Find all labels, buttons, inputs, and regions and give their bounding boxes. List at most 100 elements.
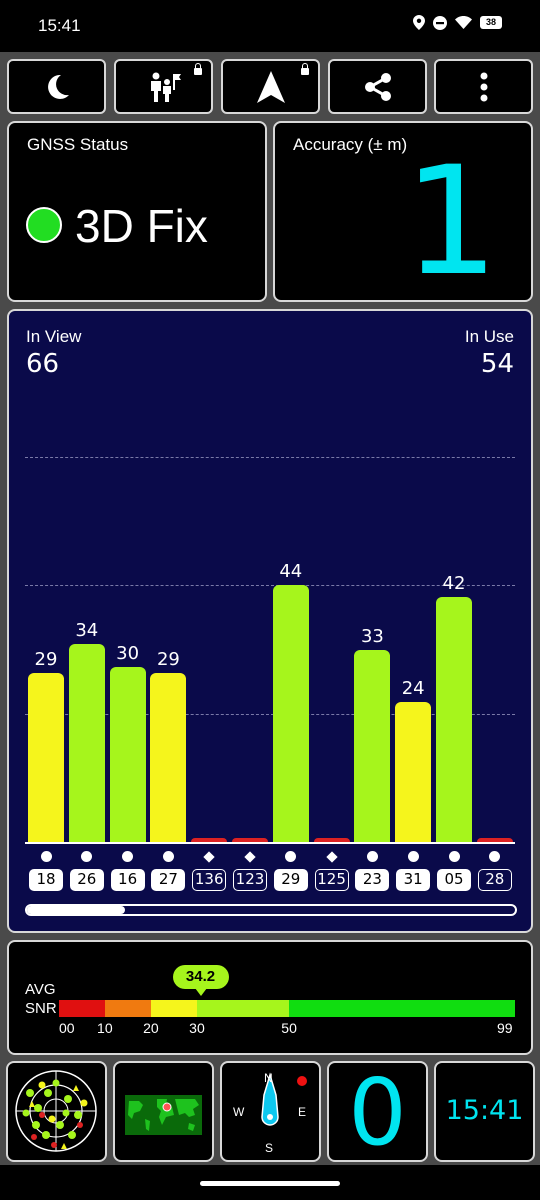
avg-snr-marker: 34.2 bbox=[172, 965, 229, 989]
snr-scale-segment bbox=[197, 1000, 290, 1017]
compass-button[interactable]: N S E W bbox=[220, 1061, 321, 1162]
bar-value-label: 29 bbox=[34, 648, 58, 670]
in-use-label: In Use bbox=[464, 327, 514, 346]
snr-scale-segment bbox=[289, 1000, 515, 1017]
compass-n-label: N bbox=[264, 1071, 273, 1085]
satellite-id-label: 28 bbox=[477, 869, 512, 891]
satellite-id-label: 18 bbox=[29, 869, 63, 891]
snr-bar bbox=[272, 585, 309, 842]
people-flag-icon bbox=[150, 72, 181, 102]
snr-tick-label: 50 bbox=[281, 1020, 297, 1036]
satellite-id-label: 05 bbox=[437, 869, 471, 891]
scrollbar[interactable] bbox=[25, 904, 517, 916]
snr-bar bbox=[28, 672, 64, 842]
sky-view-button[interactable] bbox=[6, 1061, 107, 1162]
battery-icon: 38 bbox=[480, 16, 502, 29]
grid-line bbox=[25, 585, 515, 587]
gnss-fix-value: 3D Fix bbox=[75, 200, 208, 252]
app: GNSS Status 3D Fix Accuracy (± m) 1 In V… bbox=[0, 52, 540, 1200]
compass-icon bbox=[261, 1072, 307, 1126]
counter-button[interactable]: 0 bbox=[327, 1061, 428, 1162]
snr-bar bbox=[232, 838, 268, 842]
circle-marker-icon bbox=[122, 851, 134, 862]
snr-bar bbox=[313, 838, 350, 842]
people-button[interactable] bbox=[114, 59, 213, 114]
satellite-id-label: 123 bbox=[233, 869, 267, 891]
gnss-status-panel[interactable]: GNSS Status 3D Fix bbox=[7, 121, 267, 302]
circle-marker-icon bbox=[40, 851, 52, 862]
x-axis bbox=[25, 842, 515, 844]
world-map-icon bbox=[125, 1095, 202, 1135]
navigation-button[interactable] bbox=[221, 59, 320, 114]
circle-marker-icon bbox=[448, 851, 460, 862]
snr-bar bbox=[436, 597, 472, 842]
diamond-marker-icon bbox=[203, 850, 215, 863]
satellite-id-label: 16 bbox=[110, 869, 145, 891]
snr-bar bbox=[476, 838, 513, 842]
grid-line bbox=[25, 713, 515, 715]
counter-value: 0 bbox=[348, 1061, 407, 1162]
clock-value: 15:41 bbox=[445, 1095, 524, 1126]
snr-bar bbox=[68, 643, 105, 842]
snr-tick-label: 20 bbox=[143, 1020, 159, 1036]
snr-tick-label: 30 bbox=[189, 1020, 205, 1036]
snr-bar bbox=[191, 838, 228, 842]
clock-button[interactable]: 15:41 bbox=[434, 1061, 535, 1162]
avg-label: AVG bbox=[25, 981, 56, 998]
status-bar: 15:41 38 bbox=[0, 0, 540, 52]
avg-snr-panel[interactable]: AVG SNR 00 10 20 30 50 99 34.2 bbox=[7, 940, 533, 1055]
bar-value-label: 44 bbox=[279, 561, 303, 583]
bar-value-label: 30 bbox=[116, 643, 140, 664]
diamond-marker-icon bbox=[244, 850, 256, 863]
snr-bar bbox=[150, 672, 187, 842]
accuracy-value: 1 bbox=[403, 135, 499, 309]
snr-bar bbox=[395, 702, 432, 842]
satellite-id-label: 125 bbox=[314, 869, 349, 891]
compass-e-label: E bbox=[298, 1105, 307, 1119]
snr-tick-label: 00 bbox=[59, 1020, 75, 1036]
fix-indicator-icon bbox=[26, 207, 62, 243]
scrollbar-thumb[interactable] bbox=[27, 906, 125, 914]
accuracy-panel[interactable]: Accuracy (± m) 1 bbox=[273, 121, 533, 302]
accuracy-title: Accuracy (± m) bbox=[293, 135, 408, 154]
circle-marker-icon bbox=[489, 851, 501, 862]
snr-scale: 00 10 20 30 50 99 34.2 bbox=[59, 942, 515, 1052]
more-vert-icon bbox=[480, 72, 487, 101]
share-icon bbox=[364, 72, 391, 101]
snr-bar bbox=[354, 649, 391, 842]
satellite-id-label: 26 bbox=[69, 869, 104, 891]
satellite-id-label: 29 bbox=[273, 869, 308, 891]
lock-icon bbox=[301, 63, 309, 75]
lock-icon bbox=[194, 63, 202, 75]
satellite-panel[interactable]: In View 66 In Use 54 29 18 34 26 30 16 29 27 136… bbox=[7, 309, 533, 933]
satellite-id-label: 23 bbox=[355, 869, 390, 891]
compass-w-label: W bbox=[233, 1105, 245, 1119]
wifi-icon bbox=[455, 16, 472, 29]
avg-snr-pointer-icon bbox=[194, 988, 207, 996]
map-button[interactable] bbox=[113, 1061, 214, 1162]
bar-value-label: 24 bbox=[401, 678, 425, 699]
circle-marker-icon bbox=[162, 851, 174, 862]
bar-value-label: 34 bbox=[75, 619, 99, 641]
share-button[interactable] bbox=[328, 59, 427, 114]
night-mode-button[interactable] bbox=[7, 59, 106, 114]
compass-s-label: S bbox=[265, 1141, 274, 1155]
dnd-icon bbox=[433, 15, 447, 30]
circle-marker-icon bbox=[407, 851, 419, 862]
home-gesture-handle[interactable] bbox=[200, 1181, 340, 1186]
snr-bar-chart: 29 18 34 26 30 16 29 27 136 123 44 29 125 33 23 24 31 42 0… bbox=[9, 311, 531, 931]
snr-scale-segment bbox=[59, 1000, 106, 1017]
circle-marker-icon bbox=[366, 851, 378, 862]
bar-value-label: 33 bbox=[360, 625, 384, 647]
more-options-button[interactable] bbox=[434, 59, 533, 114]
snr-scale-segment bbox=[151, 1000, 198, 1017]
satellite-id-label: 31 bbox=[396, 869, 431, 891]
circle-marker-icon bbox=[81, 851, 93, 862]
diamond-marker-icon bbox=[325, 850, 338, 863]
gnss-status-title: GNSS Status bbox=[27, 135, 129, 154]
bar-value-label: 29 bbox=[156, 648, 180, 670]
grid-line bbox=[25, 457, 515, 458]
circle-marker-icon bbox=[285, 851, 297, 862]
snr-scale-segment bbox=[105, 1000, 152, 1017]
satellite-id-label: 136 bbox=[192, 869, 227, 891]
